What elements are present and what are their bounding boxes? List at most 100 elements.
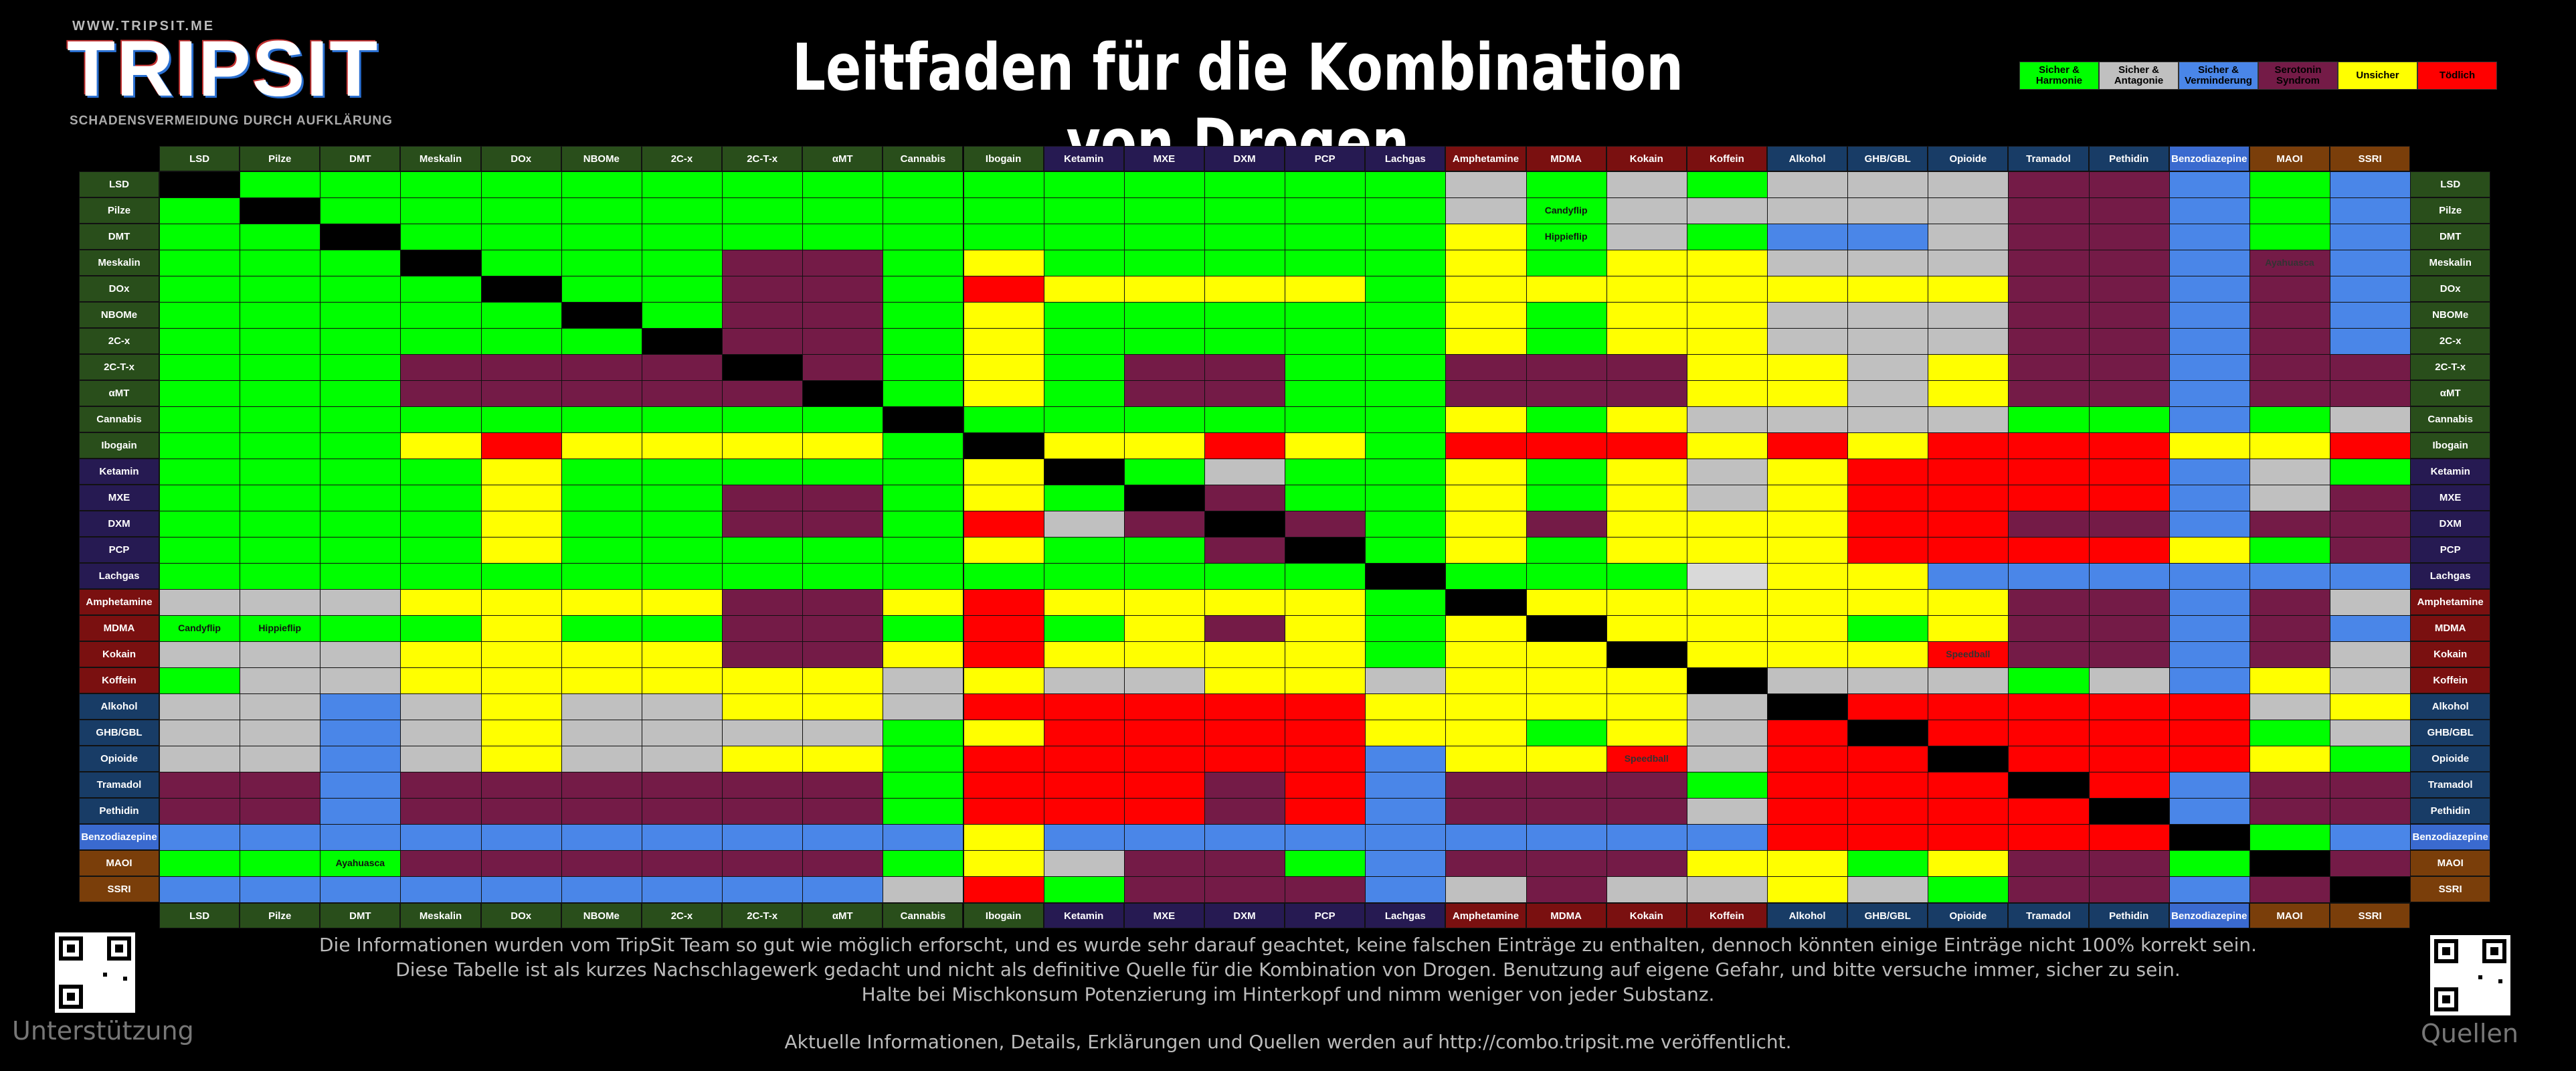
matrix-cell[interactable] <box>1204 250 1286 276</box>
matrix-cell[interactable] <box>1204 537 1286 564</box>
matrix-cell[interactable] <box>802 432 884 459</box>
matrix-cell[interactable] <box>561 432 642 459</box>
matrix-cell[interactable] <box>2330 798 2411 825</box>
matrix-cell[interactable] <box>1767 693 1849 720</box>
matrix-cell[interactable] <box>1526 641 1607 668</box>
matrix-cell[interactable] <box>2330 563 2411 590</box>
matrix-cell[interactable] <box>722 824 804 851</box>
matrix-cell[interactable] <box>1928 563 2009 590</box>
matrix-cell[interactable] <box>802 876 884 903</box>
matrix-cell[interactable] <box>320 197 401 224</box>
matrix-cell[interactable] <box>722 693 804 720</box>
matrix-cell[interactable] <box>159 824 241 851</box>
matrix-cell[interactable] <box>2008 432 2090 459</box>
matrix-cell[interactable] <box>2008 485 2090 511</box>
matrix-cell[interactable] <box>802 667 884 694</box>
matrix-cell[interactable] <box>2088 511 2170 538</box>
matrix-cell[interactable] <box>641 850 723 877</box>
matrix-cell[interactable] <box>320 406 401 433</box>
matrix-cell[interactable] <box>963 641 1044 668</box>
matrix-cell[interactable] <box>2330 354 2411 381</box>
matrix-cell[interactable] <box>1847 432 1929 459</box>
matrix-cell[interactable] <box>480 615 562 642</box>
matrix-cell[interactable] <box>2088 276 2170 303</box>
matrix-cell[interactable] <box>802 380 884 407</box>
matrix-cell[interactable] <box>561 563 642 590</box>
matrix-cell[interactable] <box>320 667 401 694</box>
matrix-cell[interactable] <box>1928 224 2009 250</box>
matrix-cell[interactable] <box>1606 563 1687 590</box>
matrix-cell[interactable] <box>1847 589 1929 616</box>
matrix-cell[interactable] <box>1043 485 1125 511</box>
matrix-cell[interactable] <box>1285 772 1366 799</box>
matrix-cell[interactable] <box>561 224 642 250</box>
matrix-cell[interactable] <box>320 432 401 459</box>
matrix-cell[interactable] <box>2008 354 2090 381</box>
matrix-cell[interactable] <box>240 746 321 772</box>
matrix-cell[interactable] <box>1767 615 1849 642</box>
matrix-cell[interactable] <box>2008 798 2090 825</box>
matrix-cell[interactable] <box>2330 589 2411 616</box>
matrix-cell[interactable] <box>1365 850 1447 877</box>
matrix-cell[interactable] <box>1445 746 1527 772</box>
matrix-cell[interactable] <box>1928 328 2009 355</box>
matrix-cell[interactable] <box>1445 641 1527 668</box>
matrix-cell[interactable] <box>2330 380 2411 407</box>
matrix-cell[interactable] <box>1285 380 1366 407</box>
matrix-cell[interactable] <box>1686 589 1768 616</box>
matrix-cell[interactable] <box>240 850 321 877</box>
matrix-cell[interactable] <box>1606 171 1687 198</box>
matrix-cell[interactable] <box>963 850 1044 877</box>
matrix-cell[interactable] <box>320 302 401 329</box>
matrix-cell[interactable] <box>159 772 241 799</box>
matrix-cell[interactable] <box>1847 302 1929 329</box>
matrix-cell[interactable] <box>1445 615 1527 642</box>
matrix-cell[interactable] <box>2169 641 2250 668</box>
matrix-cell[interactable] <box>1686 197 1768 224</box>
matrix-cell[interactable] <box>641 746 723 772</box>
matrix-cell[interactable] <box>1043 511 1125 538</box>
matrix-cell[interactable] <box>159 667 241 694</box>
matrix-cell[interactable] <box>802 615 884 642</box>
matrix-cell[interactable] <box>1204 485 1286 511</box>
matrix-cell[interactable] <box>561 250 642 276</box>
matrix-cell[interactable] <box>159 563 241 590</box>
matrix-cell[interactable] <box>1847 459 1929 485</box>
matrix-cell[interactable] <box>2169 589 2250 616</box>
matrix-cell[interactable] <box>802 197 884 224</box>
matrix-cell[interactable] <box>641 380 723 407</box>
matrix-cell[interactable] <box>1686 224 1768 250</box>
matrix-cell[interactable] <box>159 354 241 381</box>
matrix-cell[interactable] <box>1526 380 1607 407</box>
matrix-cell[interactable] <box>963 824 1044 851</box>
matrix-cell[interactable] <box>963 589 1044 616</box>
matrix-cell[interactable] <box>1686 798 1768 825</box>
matrix-cell[interactable] <box>1767 485 1849 511</box>
matrix-cell[interactable] <box>480 485 562 511</box>
matrix-cell[interactable] <box>2088 302 2170 329</box>
matrix-cell[interactable] <box>1123 380 1205 407</box>
matrix-cell[interactable] <box>1365 406 1447 433</box>
matrix-cell[interactable] <box>883 459 964 485</box>
matrix-cell[interactable] <box>240 824 321 851</box>
matrix-cell[interactable] <box>802 276 884 303</box>
matrix-cell[interactable] <box>1928 850 2009 877</box>
matrix-cell[interactable] <box>400 667 482 694</box>
matrix-cell[interactable] <box>561 615 642 642</box>
matrix-cell[interactable] <box>1928 537 2009 564</box>
matrix-cell[interactable] <box>480 589 562 616</box>
matrix-cell[interactable] <box>1043 772 1125 799</box>
matrix-cell[interactable] <box>1526 720 1607 746</box>
matrix-cell[interactable] <box>320 328 401 355</box>
matrix-cell[interactable] <box>1526 772 1607 799</box>
matrix-cell[interactable] <box>1365 485 1447 511</box>
matrix-cell[interactable] <box>1606 667 1687 694</box>
matrix-cell[interactable] <box>480 824 562 851</box>
matrix-cell[interactable] <box>561 302 642 329</box>
matrix-cell[interactable] <box>1285 171 1366 198</box>
matrix-cell[interactable] <box>1686 693 1768 720</box>
matrix-cell[interactable] <box>2330 850 2411 877</box>
matrix-cell[interactable] <box>320 589 401 616</box>
matrix-cell[interactable] <box>1043 537 1125 564</box>
matrix-cell[interactable] <box>641 798 723 825</box>
